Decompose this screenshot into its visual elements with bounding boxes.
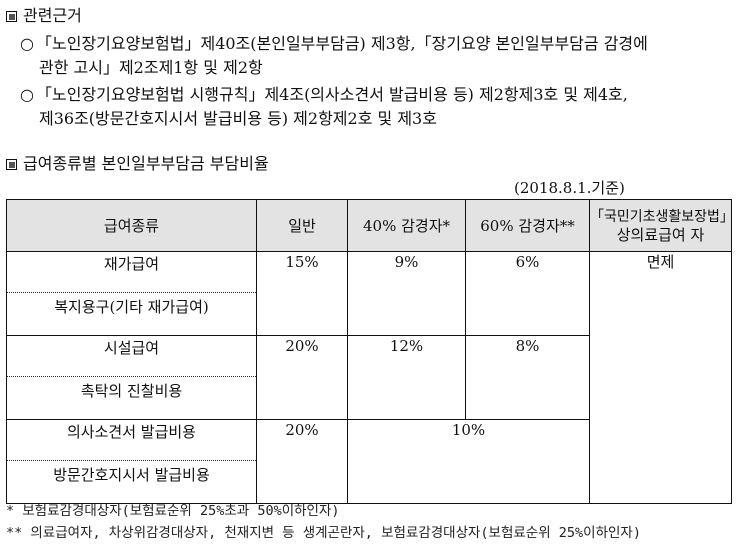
ratio-general: 20%: [256, 419, 348, 504]
header-reduced-40: 40% 감경자*: [347, 199, 466, 252]
benefit-type-primary: 시설급여: [103, 339, 160, 357]
ratio-general: 20%: [256, 335, 348, 420]
benefit-type-cell: 의사소견서 발급비용 방문간호지시서 발급비용: [6, 419, 257, 504]
ratio-reduced-merged: 10%: [347, 419, 590, 504]
circle-bullet-icon: ○: [20, 85, 34, 104]
benefit-type-secondary: 복지용구(기타 재가급여): [7, 292, 256, 335]
benefit-type-primary: 재가급여: [103, 255, 160, 273]
benefit-type-secondary: 방문간호지시서 발급비용: [7, 460, 256, 503]
legal-basis-item-2: ○ 「노인장기요양보험법 시행규칙」제4조(의사소견서 발급비용 등) 제2항제3…: [20, 85, 628, 128]
square-bullet-icon: [6, 11, 17, 22]
ratio-reduced-60: 8%: [465, 335, 590, 420]
header-basic-livelihood: 「국민기초생활보장법」 상의료급여 자: [589, 199, 734, 252]
copay-ratio-table: 급여종류 일반 40% 감경자* 60% 감경자** 「국민기초생활보장법」 상…: [6, 199, 734, 504]
table-row: 의사소견서 발급비용 방문간호지시서 발급비용 20% 10%: [6, 419, 732, 504]
basis-date: (2018.8.1.기준): [514, 179, 625, 197]
benefit-type-primary: 의사소견서 발급비용: [67, 423, 196, 441]
header-general: 일반: [256, 199, 348, 252]
square-bullet-icon: [6, 159, 17, 170]
header-reduced-60: 60% 감경자**: [465, 199, 590, 252]
table-row: 재가급여 복지용구(기타 재가급여) 15% 9% 6% 면제: [6, 251, 732, 504]
header-benefit-type: 급여종류: [6, 199, 257, 252]
table-header-row: 급여종류 일반 40% 감경자* 60% 감경자** 「국민기초생활보장법」 상…: [6, 199, 734, 252]
benefit-type-cell: 시설급여 촉탁의 진찰비용: [6, 335, 257, 420]
ratio-reduced-60: 6%: [465, 251, 590, 336]
section-legal-basis-title: 관련근거: [6, 2, 82, 26]
ratio-reduced-40: 12%: [347, 335, 466, 420]
circle-bullet-icon: ○: [20, 34, 34, 53]
footnote-reduced-60: ** 의료급여자, 차상위감경대상자, 천재지변 등 생계곤란자, 보험료감경대…: [6, 525, 641, 541]
ratio-exempt: 면제: [589, 251, 732, 504]
legal-basis-item-1: ○ 「노인장기요양보험법」제40조(본인일부부담금) 제3항,「장기요양 본인일부…: [20, 34, 648, 77]
table-row: 시설급여 촉탁의 진찰비용 20% 12% 8%: [6, 335, 732, 420]
benefit-type-cell: 재가급여 복지용구(기타 재가급여): [6, 251, 257, 336]
section-ratio-title: 급여종류별 본인일부부담금 부담비율: [6, 150, 269, 174]
ratio-general: 15%: [256, 251, 348, 336]
benefit-type-secondary: 촉탁의 진찰비용: [7, 376, 256, 419]
footnote-reduced-40: * 보험료감경대상자(보험료순위 25%초과 50%이하인자): [6, 503, 340, 519]
ratio-reduced-40: 9%: [347, 251, 466, 336]
